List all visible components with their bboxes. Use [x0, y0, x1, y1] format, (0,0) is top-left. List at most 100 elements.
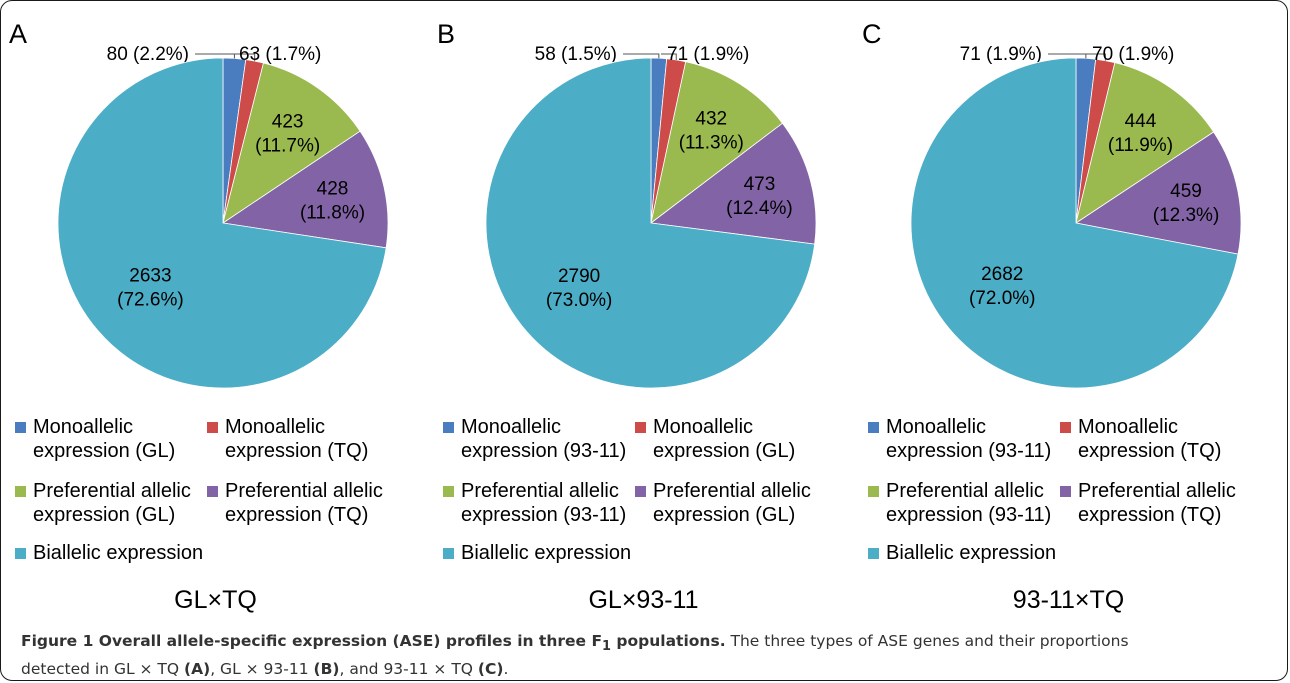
panel-a: 80 (2.2%) 63 (1.7%) 423 (11.7%) 428 (11.8%) 26…: [1, 1, 430, 621]
legend-item: Preferential allelic expression (93-11): [443, 479, 626, 527]
legend-item: Biallelic expression: [15, 541, 203, 565]
panel-cross-label: GL×93-11: [588, 586, 699, 614]
leader-line: [1086, 53, 1106, 61]
pie-slice-4: [1074, 131, 1242, 255]
leader-line: [1048, 53, 1087, 59]
pie-slice-4: [221, 130, 389, 249]
caption-text: , and 93-11 × TQ: [339, 660, 478, 679]
legend-swatch: [443, 486, 454, 497]
legend-swatch: [1060, 422, 1071, 433]
legend-swatch: [868, 486, 879, 497]
legend-item: Preferential allelic expression (GL): [635, 479, 811, 527]
pie-chart-c: 71 (1.9%) 70 (1.9%) 444 (11.9%) 459 (12.3%) 26…: [910, 44, 1242, 389]
panel-b: 58 (1.5%) 71 (1.9%) 432 (11.3%) 473 (12.4%) 27…: [429, 1, 858, 621]
legend-item: Preferential allelic expression (93-11): [868, 479, 1051, 527]
pie-slice-5: [485, 57, 816, 389]
pie-slice-4: [649, 122, 817, 245]
caption-ref-a: (A): [184, 660, 211, 679]
slice-percent-label: (11.7%): [255, 135, 320, 156]
leader-line: [233, 53, 256, 62]
caption-body-line1: The three types of ASE genes and their p…: [725, 632, 1129, 650]
panel-letter: B: [437, 19, 456, 49]
slice-data-label: 71 (1.9%): [667, 44, 749, 65]
leader-line: [661, 53, 677, 60]
slice-data-label: 80 (2.2%): [107, 44, 189, 65]
slice-data-label: 423: [272, 111, 304, 132]
pie-slice-3: [222, 62, 361, 224]
legend-label: Preferential allelic expression (93-11): [461, 480, 627, 526]
legend-swatch: [15, 422, 26, 433]
pie-slice-3: [1075, 62, 1215, 224]
leader-line: [623, 53, 660, 59]
slice-data-label: 63 (1.7%): [239, 44, 321, 65]
legend-label: Monoallelic expression (93-11): [461, 416, 627, 462]
legend-swatch: [207, 486, 218, 497]
legend-swatch: [443, 548, 454, 559]
slice-percent-label: (12.4%): [726, 198, 793, 219]
legend-label: Monoallelic expression (93-11): [886, 416, 1052, 462]
legend-label: Monoallelic expression (GL): [33, 416, 176, 462]
slice-data-label: 473: [744, 174, 776, 195]
legend-swatch: [207, 422, 218, 433]
slice-percent-label: (11.9%): [1108, 135, 1173, 156]
pie-slice-3: [650, 61, 784, 224]
slice-data-label: 2633: [129, 265, 171, 286]
slice-data-label: 71 (1.9%): [960, 44, 1042, 65]
caption-title: Figure 1 Overall allele-specific express…: [21, 632, 726, 654]
caption-body-line2: detected in GL × TQ (A), GL × 93-11 (B),…: [21, 658, 1271, 680]
slice-data-label: 70 (1.9%): [1092, 44, 1174, 65]
legend-swatch: [635, 422, 646, 433]
legend-label: Preferential allelic expression (TQ): [1078, 480, 1236, 526]
slice-data-label: 432: [695, 108, 727, 129]
pie-chart-a: 80 (2.2%) 63 (1.7%) 423 (11.7%) 428 (11.8%) 26…: [57, 44, 389, 389]
caption-ref-c: (C): [477, 660, 504, 679]
caption-text: detected in GL × TQ: [21, 660, 185, 679]
slice-percent-label: (11.8%): [300, 203, 365, 224]
legend-swatch: [1060, 486, 1071, 497]
legend-label: Biallelic expression: [33, 542, 204, 564]
legend-swatch: [15, 548, 26, 559]
pie-slice-5: [57, 57, 387, 389]
slice-percent-label: (73.0%): [546, 290, 613, 311]
legend-label: Preferential allelic expression (GL): [653, 480, 811, 526]
legend-swatch: [635, 486, 646, 497]
panel-c: 71 (1.9%) 70 (1.9%) 444 (11.9%) 459 (12.3%) 26…: [854, 1, 1283, 621]
caption-title-subscript: 1: [602, 639, 612, 655]
legend-label: Monoallelic expression (TQ): [1078, 416, 1222, 462]
slice-data-label: 459: [1170, 181, 1202, 202]
slice-data-label: 58 (1.5%): [535, 44, 617, 65]
legend-label: Biallelic expression: [461, 542, 632, 564]
legend-label: Monoallelic expression (TQ): [225, 416, 369, 462]
legend-item: Monoallelic expression (TQ): [207, 415, 368, 463]
legend-item: Monoallelic expression (TQ): [1060, 415, 1221, 463]
caption-text: .: [503, 660, 509, 679]
figure-caption: Figure 1 Overall allele-specific express…: [21, 630, 1271, 680]
panel-cross-label: GL×TQ: [174, 586, 257, 614]
legend-label: Preferential allelic expression (GL): [33, 480, 191, 526]
legend-item: Monoallelic expression (GL): [15, 415, 175, 463]
legend-item: Biallelic expression: [443, 541, 631, 565]
legend-swatch: [868, 548, 879, 559]
legend-item: Preferential allelic expression (TQ): [1060, 479, 1236, 527]
legend-item: Preferential allelic expression (GL): [15, 479, 191, 527]
slice-percent-label: (72.0%): [969, 288, 1036, 309]
slice-percent-label: (11.3%): [679, 132, 744, 153]
legend-label: Biallelic expression: [886, 542, 1057, 564]
caption-ref-b: (B): [313, 660, 340, 679]
caption-title-suffix: populations.: [611, 632, 726, 650]
legend-label: Preferential allelic expression (TQ): [225, 480, 383, 526]
legend-item: Biallelic expression: [868, 541, 1056, 565]
slice-data-label: 2682: [981, 264, 1023, 285]
panel-cross-label: 93-11×TQ: [1012, 586, 1125, 614]
slice-percent-label: (12.3%): [1153, 205, 1220, 226]
legend-label: Monoallelic expression (GL): [653, 416, 796, 462]
pie-chart-b: 58 (1.5%) 71 (1.9%) 432 (11.3%)473 (12.4%) 27…: [485, 44, 817, 389]
legend-item: Preferential allelic expression (TQ): [207, 479, 383, 527]
caption-text: , GL × 93-11: [210, 660, 314, 679]
legend-label: Preferential allelic expression (93-11): [886, 480, 1052, 526]
panel-letter: C: [862, 19, 882, 49]
legend-item: Monoallelic expression (93-11): [868, 415, 1051, 463]
legend-swatch: [868, 422, 879, 433]
legend-swatch: [443, 422, 454, 433]
